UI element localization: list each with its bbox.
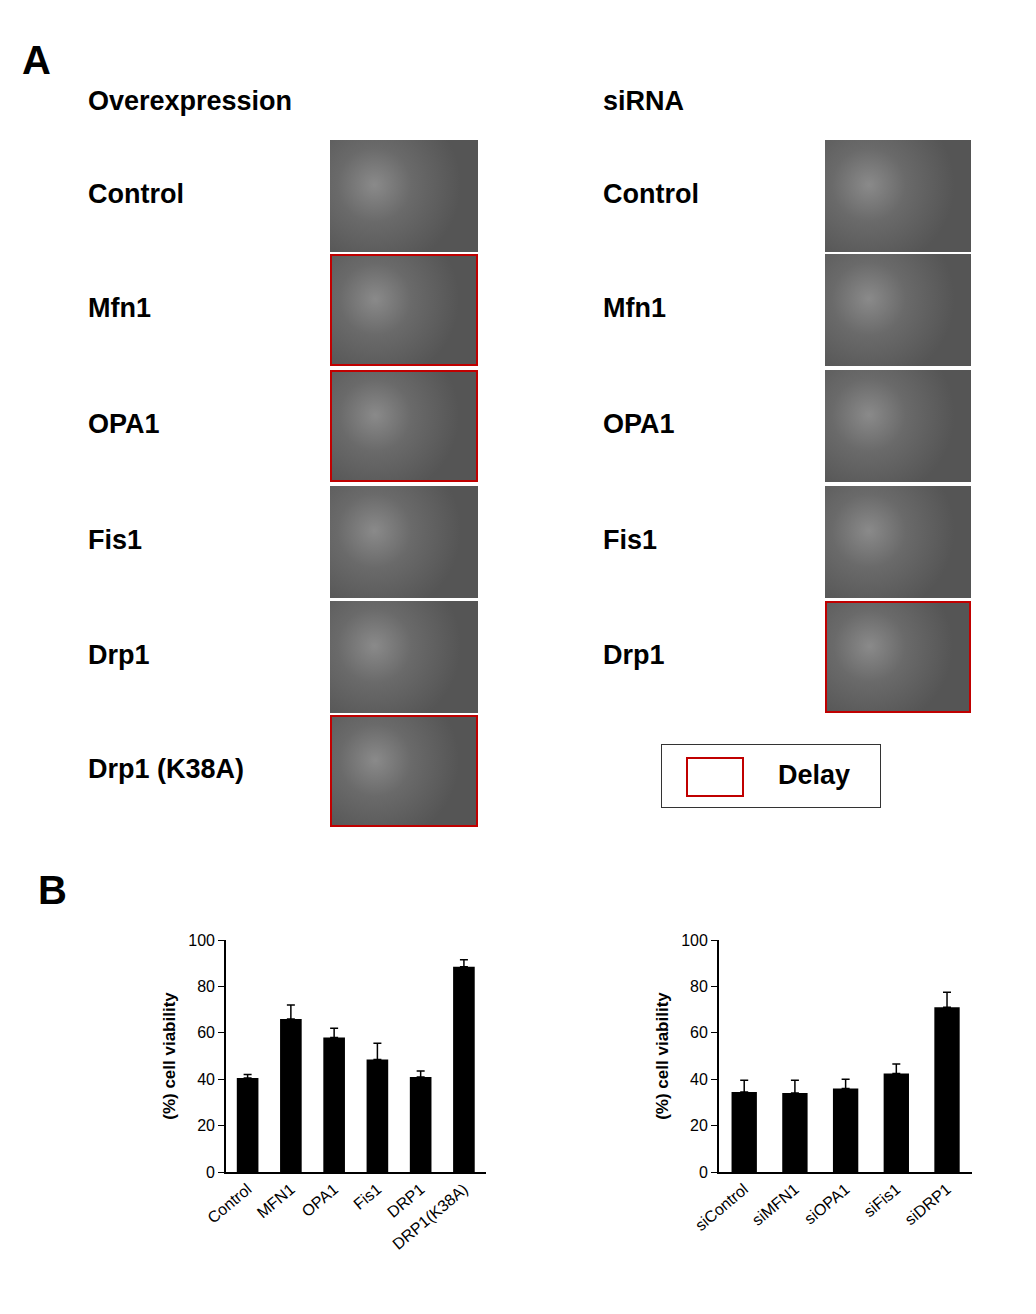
svg-text:MFN1: MFN1: [254, 1180, 298, 1221]
svg-text:80: 80: [197, 978, 215, 995]
svg-text:Control: Control: [204, 1180, 254, 1226]
svg-text:siOPA1: siOPA1: [801, 1180, 853, 1227]
svg-text:80: 80: [690, 978, 708, 995]
svg-text:100: 100: [188, 932, 215, 949]
html-text:Delay: Delay: [778, 760, 851, 790]
svg-text:0: 0: [699, 1164, 708, 1181]
html-text:Mfn1: Mfn1: [88, 293, 151, 323]
html-text:OPA1: OPA1: [88, 409, 160, 439]
html-text:siRNA: siRNA: [603, 86, 684, 116]
html-text:Drp1 (K38A): Drp1 (K38A): [88, 754, 244, 784]
html-text:Overexpression: Overexpression: [88, 86, 293, 116]
svg-text:100: 100: [681, 932, 708, 949]
svg-text:0: 0: [206, 1164, 215, 1181]
svg-text:20: 20: [197, 1117, 215, 1134]
html-text:Control: Control: [603, 179, 699, 209]
svg-text:20: 20: [690, 1117, 708, 1134]
html-text:Drp1: Drp1: [603, 640, 665, 670]
svg-text:(%) cell viability: (%) cell viability: [160, 992, 179, 1120]
svg-text:(%) cell viability: (%) cell viability: [653, 992, 672, 1120]
svg-text:60: 60: [690, 1024, 708, 1041]
html-text:Control: Control: [88, 179, 184, 209]
svg-text:Fis1: Fis1: [350, 1180, 384, 1213]
html-text:OPA1: OPA1: [603, 409, 675, 439]
html-text:Mfn1: Mfn1: [603, 293, 666, 323]
svg-text:DRP1: DRP1: [384, 1180, 428, 1221]
html-text:A: A: [22, 38, 51, 82]
svg-text:siFis1: siFis1: [860, 1180, 903, 1220]
svg-text:siDRP1: siDRP1: [902, 1180, 955, 1228]
svg-text:60: 60: [197, 1024, 215, 1041]
html-text:B: B: [38, 868, 67, 912]
svg-text:OPA1: OPA1: [298, 1180, 341, 1220]
svg-text:40: 40: [197, 1071, 215, 1088]
svg-text:siMFN1: siMFN1: [749, 1180, 802, 1229]
svg-text:40: 40: [690, 1071, 708, 1088]
html-text:Fis1: Fis1: [603, 525, 657, 555]
html-text:Drp1: Drp1: [88, 640, 150, 670]
svg-text:siControl: siControl: [692, 1180, 751, 1234]
html-text:Fis1: Fis1: [88, 525, 142, 555]
svg-text:DRP1(K38A): DRP1(K38A): [389, 1180, 471, 1252]
